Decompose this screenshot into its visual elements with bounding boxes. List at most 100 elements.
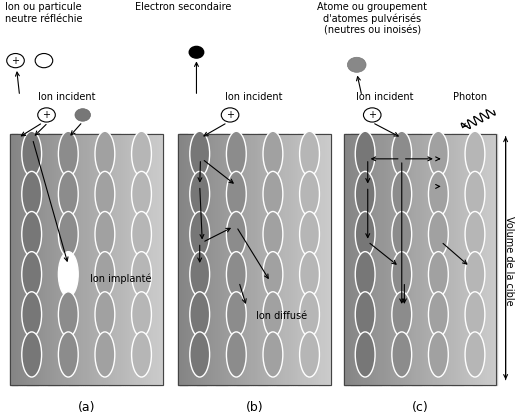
Ellipse shape [95, 332, 115, 377]
Bar [209, 134, 211, 385]
Bar [384, 134, 386, 385]
Bar [54, 134, 56, 385]
Bar [178, 134, 331, 385]
Bar [410, 134, 413, 385]
Ellipse shape [263, 171, 283, 217]
Bar [426, 134, 428, 385]
Bar [268, 134, 270, 385]
Bar [178, 134, 181, 385]
Bar [308, 134, 310, 385]
Bar [73, 134, 75, 385]
Bar [399, 134, 402, 385]
Text: +: + [11, 56, 20, 66]
Bar [148, 134, 150, 385]
Text: Photon: Photon [453, 92, 488, 102]
Bar [477, 134, 480, 385]
Bar [127, 134, 129, 385]
Ellipse shape [190, 292, 209, 337]
Bar [413, 134, 415, 385]
Bar [369, 134, 371, 385]
Bar [207, 134, 209, 385]
Ellipse shape [300, 171, 320, 217]
Bar [388, 134, 390, 385]
Bar [312, 134, 314, 385]
Text: Ion implanté: Ion implanté [90, 274, 152, 284]
Ellipse shape [300, 292, 320, 337]
Text: (c): (c) [412, 401, 429, 414]
Ellipse shape [355, 292, 375, 337]
Ellipse shape [226, 332, 246, 377]
Bar [403, 134, 405, 385]
Bar [16, 134, 19, 385]
Bar [367, 134, 369, 385]
Bar [32, 134, 34, 385]
Circle shape [75, 109, 90, 121]
Bar [493, 134, 495, 385]
Bar [243, 134, 246, 385]
Bar [113, 134, 116, 385]
Bar [12, 134, 14, 385]
Bar [47, 134, 49, 385]
Bar [226, 134, 229, 385]
Ellipse shape [22, 292, 41, 337]
Bar [157, 134, 160, 385]
Bar [154, 134, 156, 385]
Bar [317, 134, 320, 385]
Ellipse shape [226, 131, 246, 176]
Bar [155, 134, 158, 385]
Ellipse shape [132, 171, 151, 217]
Bar [287, 134, 290, 385]
Bar [123, 134, 125, 385]
Bar [100, 134, 102, 385]
Bar [26, 134, 28, 385]
Ellipse shape [226, 292, 246, 337]
Bar [320, 134, 322, 385]
Bar [261, 134, 263, 385]
Ellipse shape [58, 252, 78, 297]
Bar [289, 134, 292, 385]
Circle shape [35, 54, 53, 68]
Bar [37, 134, 39, 385]
Bar [462, 134, 464, 385]
Ellipse shape [58, 131, 78, 176]
Ellipse shape [355, 171, 375, 217]
Text: Volume de la cible: Volume de la cible [505, 217, 514, 306]
Ellipse shape [429, 332, 448, 377]
Bar [29, 134, 32, 385]
Bar [140, 134, 142, 385]
Bar [27, 134, 30, 385]
Bar [451, 134, 453, 385]
Bar [232, 134, 234, 385]
Bar [197, 134, 200, 385]
Bar [281, 134, 284, 385]
Bar [258, 134, 261, 385]
Ellipse shape [58, 292, 78, 337]
Bar [22, 134, 24, 385]
Bar [203, 134, 206, 385]
Bar [88, 134, 91, 385]
Ellipse shape [263, 332, 283, 377]
Bar [420, 134, 422, 385]
Bar [129, 134, 131, 385]
Ellipse shape [190, 212, 209, 257]
Bar [378, 134, 381, 385]
Ellipse shape [465, 212, 485, 257]
Bar [365, 134, 367, 385]
Bar [20, 134, 22, 385]
Bar [239, 134, 242, 385]
Bar [217, 134, 219, 385]
Bar [62, 134, 64, 385]
Bar [79, 134, 81, 385]
Ellipse shape [95, 252, 115, 297]
Bar [111, 134, 114, 385]
Bar [481, 134, 483, 385]
Ellipse shape [226, 212, 246, 257]
Bar [253, 134, 255, 385]
Bar [325, 134, 328, 385]
Bar [469, 134, 472, 385]
Bar [266, 134, 268, 385]
Bar [10, 134, 163, 385]
Bar [418, 134, 421, 385]
Bar [278, 134, 280, 385]
Bar [81, 134, 83, 385]
